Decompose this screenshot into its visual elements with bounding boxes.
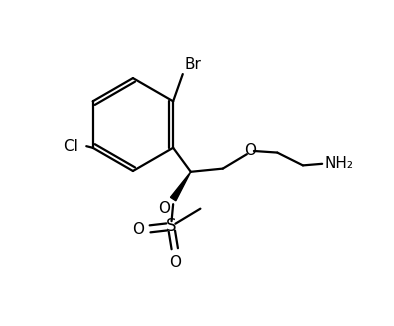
- Text: Cl: Cl: [63, 139, 78, 154]
- Text: O: O: [159, 200, 171, 216]
- Text: NH₂: NH₂: [324, 156, 353, 171]
- Text: S: S: [166, 217, 177, 235]
- Polygon shape: [171, 172, 191, 201]
- Text: O: O: [169, 255, 181, 270]
- Text: O: O: [132, 222, 144, 237]
- Text: Br: Br: [184, 57, 201, 72]
- Text: O: O: [244, 143, 256, 158]
